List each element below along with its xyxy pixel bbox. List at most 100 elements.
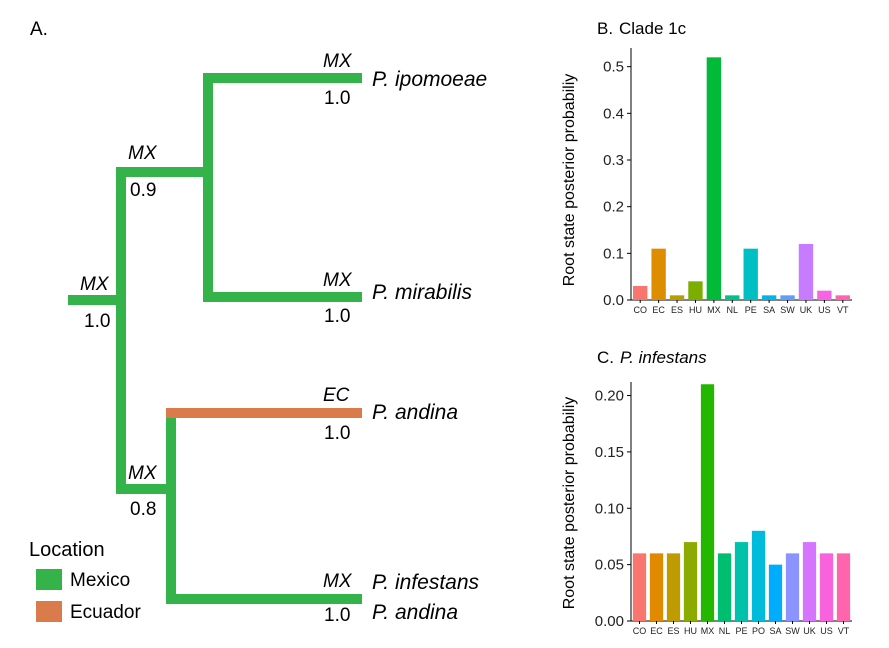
infestans-tip-name: P. infestans (372, 571, 480, 594)
x-tick-label-sa: SA (769, 626, 781, 636)
y-tick-label: 0.0 (603, 292, 624, 309)
andina-state-label: EC (323, 385, 350, 406)
mirabilis-tip-name: P. mirabilis (372, 281, 472, 304)
bar-sa (761, 295, 777, 300)
x-tick-label-uk: UK (800, 305, 813, 315)
bar-us (819, 553, 834, 621)
x-tick-label-pe: PE (745, 305, 757, 315)
y-tick-label: 0.00 (595, 613, 624, 630)
panel-c: C. P. infestans Root state posterior pro… (561, 348, 852, 636)
bar-uk (798, 244, 814, 300)
panel-a: A. MX 1.0 MX 0.9 MX 0.8 MX 1.0 P. ipomoe… (29, 19, 487, 626)
upper-node-prob-label: 0.9 (130, 180, 156, 201)
bar-mx (706, 57, 722, 301)
upper-node-state-label: MX (128, 143, 158, 164)
bar-ec (649, 553, 664, 621)
x-tick-label-co: CO (633, 305, 647, 315)
x-tick-label-us: US (818, 305, 831, 315)
bar-mx (700, 384, 715, 621)
infestans-extra-tip-name: P. andina (372, 601, 458, 624)
x-tick-label-nl: NL (727, 305, 739, 315)
panel-b: B. Clade 1c Root state posterior probabi… (561, 19, 852, 315)
x-tick-label-es: ES (671, 305, 683, 315)
infestans-prob-label: 1.0 (324, 605, 350, 626)
panel-c-plot-area: 0.00 0.05 0.10 0.15 0.20 CO EC ES HU MX NL PE PO SA SW… (595, 382, 852, 636)
bar-po (751, 530, 766, 621)
panel-b-plot-area: 0.0 0.1 0.2 0.3 0.4 0.5 CO EC ES HU MX NL PE SA SW UK US… (603, 48, 852, 315)
x-tick-label-nl: NL (719, 626, 731, 636)
mirabilis-prob-label: 1.0 (324, 306, 350, 327)
ipomoeae-prob-label: 1.0 (324, 88, 350, 109)
y-tick-label: 0.20 (595, 388, 624, 405)
ipomoeae-state-label: MX (323, 51, 353, 72)
location-legend: Location Mexico Ecuador (29, 539, 141, 623)
y-tick-label: 0.5 (603, 59, 624, 76)
panel-c-label: C. (597, 348, 614, 367)
bar-vt (835, 295, 850, 300)
ipomoeae-tip-name: P. ipomoeae (372, 68, 487, 91)
andina-prob-label: 1.0 (324, 423, 350, 444)
x-tick-label-mx: MX (707, 305, 721, 315)
legend-swatch-mexico (36, 569, 62, 590)
bar-hu (683, 542, 698, 621)
x-tick-label-mx: MX (701, 626, 715, 636)
bar-hu (688, 281, 703, 300)
bar-us (817, 290, 832, 300)
bar-sa (768, 564, 783, 621)
x-tick-label-pe: PE (735, 626, 747, 636)
x-tick-label-ec: EC (650, 626, 663, 636)
bar-pe (743, 248, 758, 300)
x-tick-label-es: ES (667, 626, 679, 636)
panel-b-y-axis-label: Root state posterior probabiliy (561, 74, 578, 287)
bar-nl (725, 295, 740, 300)
legend-swatch-ecuador (36, 601, 62, 622)
legend-title: Location (29, 539, 105, 561)
x-tick-label-sw: SW (785, 626, 800, 636)
bar-vt (836, 553, 851, 621)
panel-c-title: P. infestans (620, 348, 707, 367)
y-tick-label: 0.10 (595, 500, 624, 517)
bar-es (666, 553, 681, 621)
bar-es (669, 295, 685, 300)
lower-node-state-label: MX (128, 463, 158, 484)
x-tick-label-po: PO (752, 626, 765, 636)
infestans-state-label: MX (323, 571, 353, 592)
bar-sw (785, 553, 800, 621)
x-tick-label-vt: VT (838, 626, 850, 636)
y-tick-label: 0.4 (603, 105, 624, 122)
y-tick-label: 0.1 (603, 245, 624, 262)
panel-c-y-axis-label: Root state posterior probabiliy (561, 397, 578, 610)
x-tick-label-hu: HU (684, 626, 697, 636)
x-tick-label-us: US (820, 626, 833, 636)
mirabilis-state-label: MX (323, 270, 353, 291)
legend-label-ecuador: Ecuador (70, 602, 141, 623)
bar-ec (651, 248, 666, 300)
y-tick-label: 0.3 (603, 152, 624, 169)
y-tick-label: 0.2 (603, 199, 624, 216)
y-tick-label: 0.05 (595, 557, 624, 574)
tree-branches (68, 73, 362, 604)
x-tick-label-sa: SA (763, 305, 775, 315)
root-state-label: MX (80, 274, 110, 295)
bar-uk (802, 542, 817, 621)
x-tick-label-sw: SW (780, 305, 795, 315)
panel-a-label: A. (30, 19, 48, 40)
x-tick-label-vt: VT (837, 305, 849, 315)
bar-nl (717, 553, 732, 621)
bar-co (633, 286, 648, 300)
bar-pe (734, 542, 749, 621)
y-tick-label: 0.15 (595, 444, 624, 461)
x-tick-label-ec: EC (652, 305, 665, 315)
root-prob-label: 1.0 (84, 311, 110, 332)
andina-tip-name: P. andina (372, 401, 458, 424)
panel-b-label: B. (597, 19, 613, 38)
x-tick-label-co: CO (633, 626, 647, 636)
x-tick-label-hu: HU (689, 305, 702, 315)
legend-label-mexico: Mexico (70, 570, 130, 591)
panel-b-title: Clade 1c (619, 19, 687, 38)
lower-node-prob-label: 0.8 (130, 499, 156, 520)
bar-co (632, 553, 647, 621)
x-tick-label-uk: UK (803, 626, 816, 636)
bar-sw (780, 295, 795, 300)
